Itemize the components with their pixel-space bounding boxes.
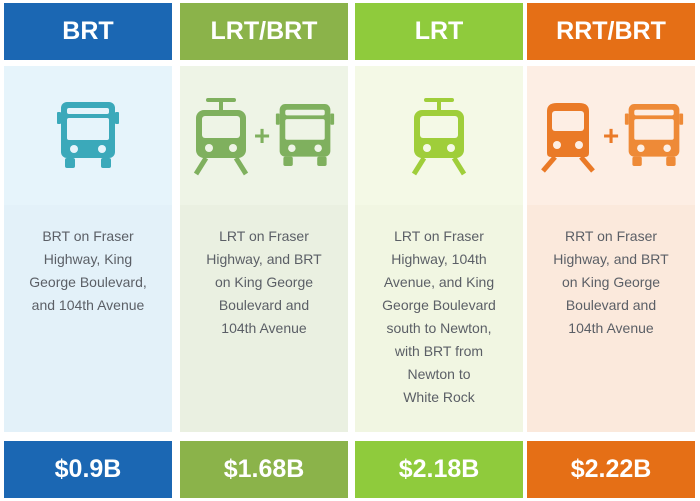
bus-icon [274, 100, 336, 172]
icon-panel: + [527, 66, 695, 205]
option-title: LRT [355, 3, 523, 60]
option-title: LRT/BRT [180, 3, 348, 60]
option-cost: $1.68B [180, 441, 348, 498]
option-cost: $2.22B [527, 441, 695, 498]
bus-icon [623, 100, 685, 172]
option-description: RRT on Fraser Highway, and BRT on King G… [553, 228, 669, 336]
description-panel: BRT on Fraser Highway, King George Boule… [4, 205, 172, 432]
option-brt: BRT BRT o [4, 0, 172, 501]
option-description: LRT on Fraser Highway, and BRT on King G… [206, 228, 322, 336]
description-panel: RRT on Fraser Highway, and BRT on King G… [527, 205, 695, 432]
option-title: BRT [4, 3, 172, 60]
option-body: BRT on Fraser Highway, King George Boule… [4, 66, 172, 432]
icon-panel [355, 66, 523, 205]
option-description: LRT on Fraser Highway, 104th Avenue, and… [382, 228, 496, 405]
option-body: + RRT on Fraser Highw [527, 66, 695, 432]
bus-icon [55, 100, 121, 172]
rapid-train-icon [537, 99, 599, 173]
plus-sign: + [253, 119, 271, 151]
option-cost: $2.18B [355, 441, 523, 498]
icon-panel: + [180, 66, 348, 205]
option-body: LRT on Fraser Highway, 104th Avenue, and… [355, 66, 523, 432]
option-title: RRT/BRT [527, 3, 695, 60]
description-panel: LRT on Fraser Highway, 104th Avenue, and… [355, 205, 523, 432]
option-description: BRT on Fraser Highway, King George Boule… [29, 228, 147, 313]
train-icon [410, 96, 468, 176]
option-lrt: LRT LRT on Fraser High [355, 0, 523, 501]
option-body: + LRT on Fraser Highw [180, 66, 348, 432]
description-panel: LRT on Fraser Highway, and BRT on King G… [180, 205, 348, 432]
plus-sign: + [602, 119, 620, 151]
option-lrt-brt: LRT/BRT + [180, 0, 348, 501]
option-cost: $0.9B [4, 441, 172, 498]
option-rrt-brt: RRT/BRT + [527, 0, 695, 501]
train-icon [192, 96, 250, 176]
icon-panel [4, 66, 172, 205]
